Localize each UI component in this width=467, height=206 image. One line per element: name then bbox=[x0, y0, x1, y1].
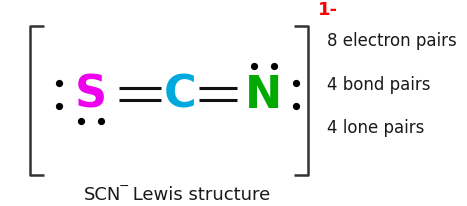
Text: −: − bbox=[119, 179, 129, 192]
Text: 4 bond pairs: 4 bond pairs bbox=[327, 76, 431, 93]
Text: 4 lone pairs: 4 lone pairs bbox=[327, 119, 425, 137]
Text: C: C bbox=[163, 73, 196, 116]
Text: 1-: 1- bbox=[318, 1, 338, 19]
Text: SCN: SCN bbox=[84, 185, 121, 202]
Text: Lewis structure: Lewis structure bbox=[127, 185, 271, 202]
Text: 8 electron pairs: 8 electron pairs bbox=[327, 32, 457, 50]
Text: S: S bbox=[75, 73, 107, 116]
Text: N: N bbox=[245, 73, 283, 116]
